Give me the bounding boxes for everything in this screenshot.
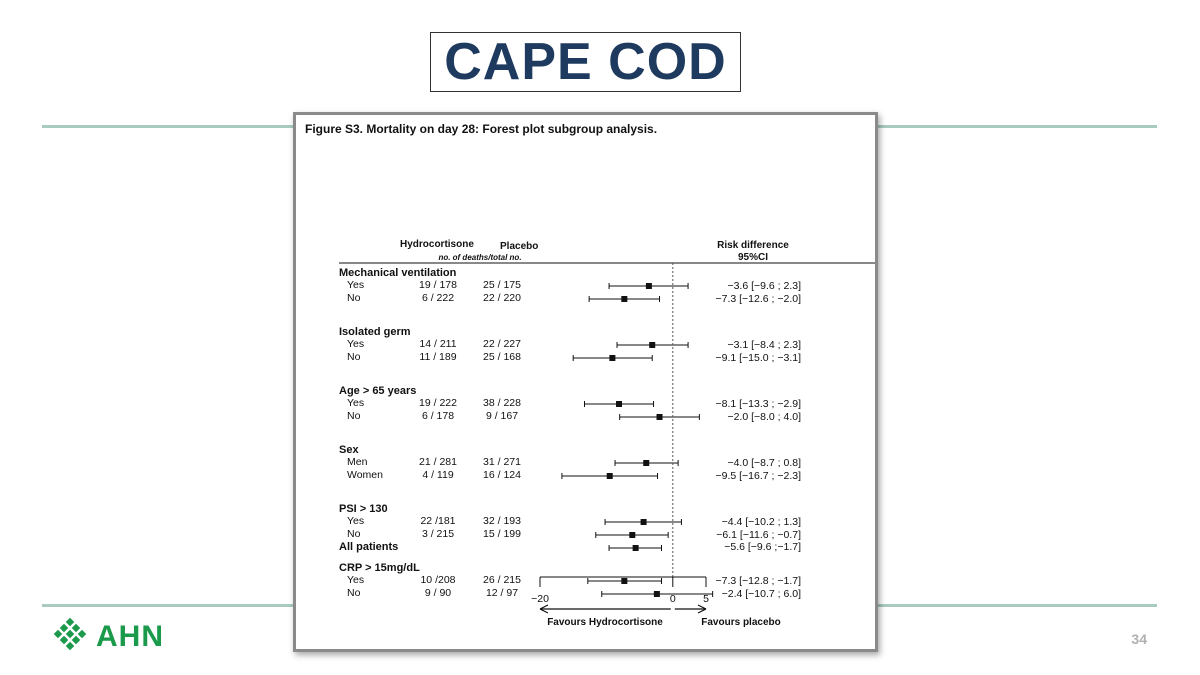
risk-difference-value: −6.1 [−11.6 ; −0.7] bbox=[716, 529, 801, 541]
forest-row-point-estimate bbox=[645, 283, 652, 289]
forest-row-point-estimate bbox=[656, 414, 663, 420]
ahn-logo-text: AHN bbox=[96, 620, 164, 653]
slide-title: CAPE COD bbox=[444, 33, 727, 91]
hydrocortisone-value: 10 /208 bbox=[420, 574, 455, 586]
placebo-value: 16 / 124 bbox=[483, 469, 521, 481]
hydrocortisone-value: 4 / 119 bbox=[422, 469, 453, 481]
forest-row-point-estimate bbox=[640, 519, 647, 525]
risk-difference-value: −2.4 [−10.7 ; 6.0] bbox=[722, 588, 801, 600]
ahn-diamond-icon bbox=[53, 617, 87, 651]
risk-difference-value: −2.0 [−8.0 ; 4.0] bbox=[727, 411, 801, 423]
forest-plot-svg: Figure S3. Mortality on day 28: Forest p… bbox=[305, 122, 875, 628]
forest-row-point-estimate bbox=[649, 342, 656, 348]
group-label: PSI > 130 bbox=[339, 503, 388, 515]
placebo-value: 12 / 97 bbox=[486, 587, 518, 599]
risk-difference-value: −3.1 [−8.4 ; 2.3] bbox=[727, 339, 801, 351]
row-label: Yes bbox=[347, 397, 364, 409]
hydrocortisone-value: 9 / 90 bbox=[425, 587, 451, 599]
row-label: No bbox=[347, 292, 361, 304]
row-label: Yes bbox=[347, 279, 364, 291]
placebo-value: 26 / 215 bbox=[483, 574, 521, 586]
overall-label: All patients bbox=[339, 541, 398, 553]
hydrocortisone-value: 6 / 178 bbox=[422, 410, 454, 422]
forest-row-point-estimate bbox=[606, 473, 613, 479]
placebo-value: 22 / 220 bbox=[483, 292, 521, 304]
risk-difference-value: −9.1 [−15.0 ; −3.1] bbox=[715, 352, 801, 364]
hydrocortisone-value: 11 / 189 bbox=[419, 351, 456, 363]
placebo-value: 31 / 271 bbox=[483, 456, 521, 468]
x-tick-label: 0 bbox=[670, 593, 676, 605]
favours-placebo-arrowhead bbox=[697, 604, 707, 614]
hydrocortisone-value: 6 / 222 bbox=[422, 292, 454, 304]
row-label: No bbox=[347, 587, 361, 599]
forest-plot-figure: Figure S3. Mortality on day 28: Forest p… bbox=[293, 112, 878, 652]
group-label: Isolated germ bbox=[339, 326, 411, 338]
page-number: 34 bbox=[1131, 631, 1147, 647]
forest-row-point-estimate bbox=[616, 401, 623, 407]
risk-difference-value: −4.0 [−8.7 ; 0.8] bbox=[727, 457, 801, 469]
hydrocortisone-value: 21 / 281 bbox=[419, 456, 457, 468]
placebo-value: 9 / 167 bbox=[486, 410, 518, 422]
x-tick-label: 5 bbox=[703, 593, 709, 605]
group-label: Mechanical ventilation bbox=[339, 267, 457, 279]
figure-caption: Figure S3. Mortality on day 28: Forest p… bbox=[305, 122, 657, 136]
ahn-logo: AHN bbox=[50, 617, 164, 657]
overall-risk-difference-value: −5.6 [−9.6 ;−1.7] bbox=[724, 541, 801, 553]
placebo-value: 32 / 193 bbox=[483, 515, 521, 527]
row-label: Yes bbox=[347, 338, 364, 350]
header-placebo: Placebo bbox=[500, 241, 538, 252]
placebo-value: 38 / 228 bbox=[483, 397, 521, 409]
hydrocortisone-value: 19 / 222 bbox=[419, 397, 457, 409]
group-label: Age > 65 years bbox=[339, 385, 416, 397]
row-label: Yes bbox=[347, 515, 364, 527]
risk-difference-value: −7.3 [−12.6 ; −2.0] bbox=[715, 293, 801, 305]
row-label: No bbox=[347, 351, 361, 363]
right-bottom-rule bbox=[874, 604, 1157, 607]
group-label: CRP > 15mg/dL bbox=[339, 562, 420, 574]
favours-hydrocortisone-label: Favours Hydrocortisone bbox=[547, 617, 663, 628]
row-label: Women bbox=[347, 469, 383, 481]
overall-point-estimate bbox=[632, 545, 639, 551]
forest-row-point-estimate bbox=[653, 591, 660, 597]
slide-title-box: CAPE COD bbox=[430, 32, 741, 92]
left-decorative-rule bbox=[42, 125, 298, 128]
right-decorative-rule bbox=[874, 125, 1157, 128]
placebo-value: 15 / 199 bbox=[483, 528, 521, 540]
row-label: Men bbox=[347, 456, 368, 468]
forest-row-point-estimate bbox=[609, 355, 616, 361]
row-label: Yes bbox=[347, 574, 364, 586]
risk-difference-value: −7.3 [−12.8 ; −1.7] bbox=[715, 575, 801, 587]
favours-hydrocortisone-arrowhead bbox=[539, 604, 549, 614]
risk-difference-value: −9.5 [−16.7 ; −2.3] bbox=[715, 470, 801, 482]
header-risk-difference: Risk difference bbox=[717, 240, 789, 251]
forest-row-point-estimate bbox=[621, 578, 628, 584]
row-label: No bbox=[347, 528, 361, 540]
hydrocortisone-value: 3 / 215 bbox=[422, 528, 454, 540]
placebo-value: 25 / 175 bbox=[483, 279, 521, 291]
forest-row-point-estimate bbox=[629, 532, 636, 538]
header-ci: 95%CI bbox=[738, 252, 768, 263]
forest-row-point-estimate bbox=[621, 296, 628, 302]
hydrocortisone-value: 14 / 211 bbox=[419, 338, 456, 350]
risk-difference-value: −3.6 [−9.6 ; 2.3] bbox=[727, 280, 801, 292]
placebo-value: 25 / 168 bbox=[483, 351, 521, 363]
left-bottom-rule bbox=[42, 604, 298, 607]
favours-placebo-label: Favours placebo bbox=[701, 617, 780, 628]
hydrocortisone-value: 22 /181 bbox=[420, 515, 455, 527]
x-axis: −20 0 5 bbox=[531, 263, 709, 614]
forest-row-point-estimate bbox=[643, 460, 650, 466]
risk-difference-value: −8.1 [−13.3 ; −2.9] bbox=[715, 398, 801, 410]
placebo-value: 22 / 227 bbox=[483, 338, 521, 350]
row-label: No bbox=[347, 410, 361, 422]
group-label: Sex bbox=[339, 444, 359, 456]
x-tick-label: −20 bbox=[531, 593, 549, 605]
header-subheader: no. of deaths/total no. bbox=[438, 253, 521, 262]
header-hydrocortisone: Hydrocortisone bbox=[400, 239, 474, 250]
hydrocortisone-value: 19 / 178 bbox=[419, 279, 457, 291]
risk-difference-value: −4.4 [−10.2 ; 1.3] bbox=[722, 516, 801, 528]
